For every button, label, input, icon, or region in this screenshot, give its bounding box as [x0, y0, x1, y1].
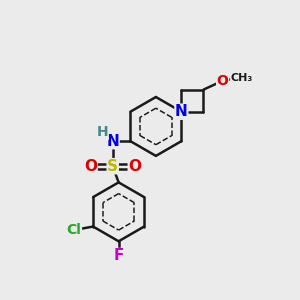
Text: F: F [113, 248, 124, 263]
Text: O: O [217, 74, 229, 88]
Text: O: O [128, 159, 141, 174]
Text: N: N [175, 104, 188, 119]
Text: Cl: Cl [67, 223, 81, 236]
Text: CH₃: CH₃ [231, 73, 253, 83]
Text: O: O [84, 159, 97, 174]
Text: H: H [97, 125, 108, 139]
Text: S: S [107, 159, 118, 174]
Text: N: N [106, 134, 119, 149]
